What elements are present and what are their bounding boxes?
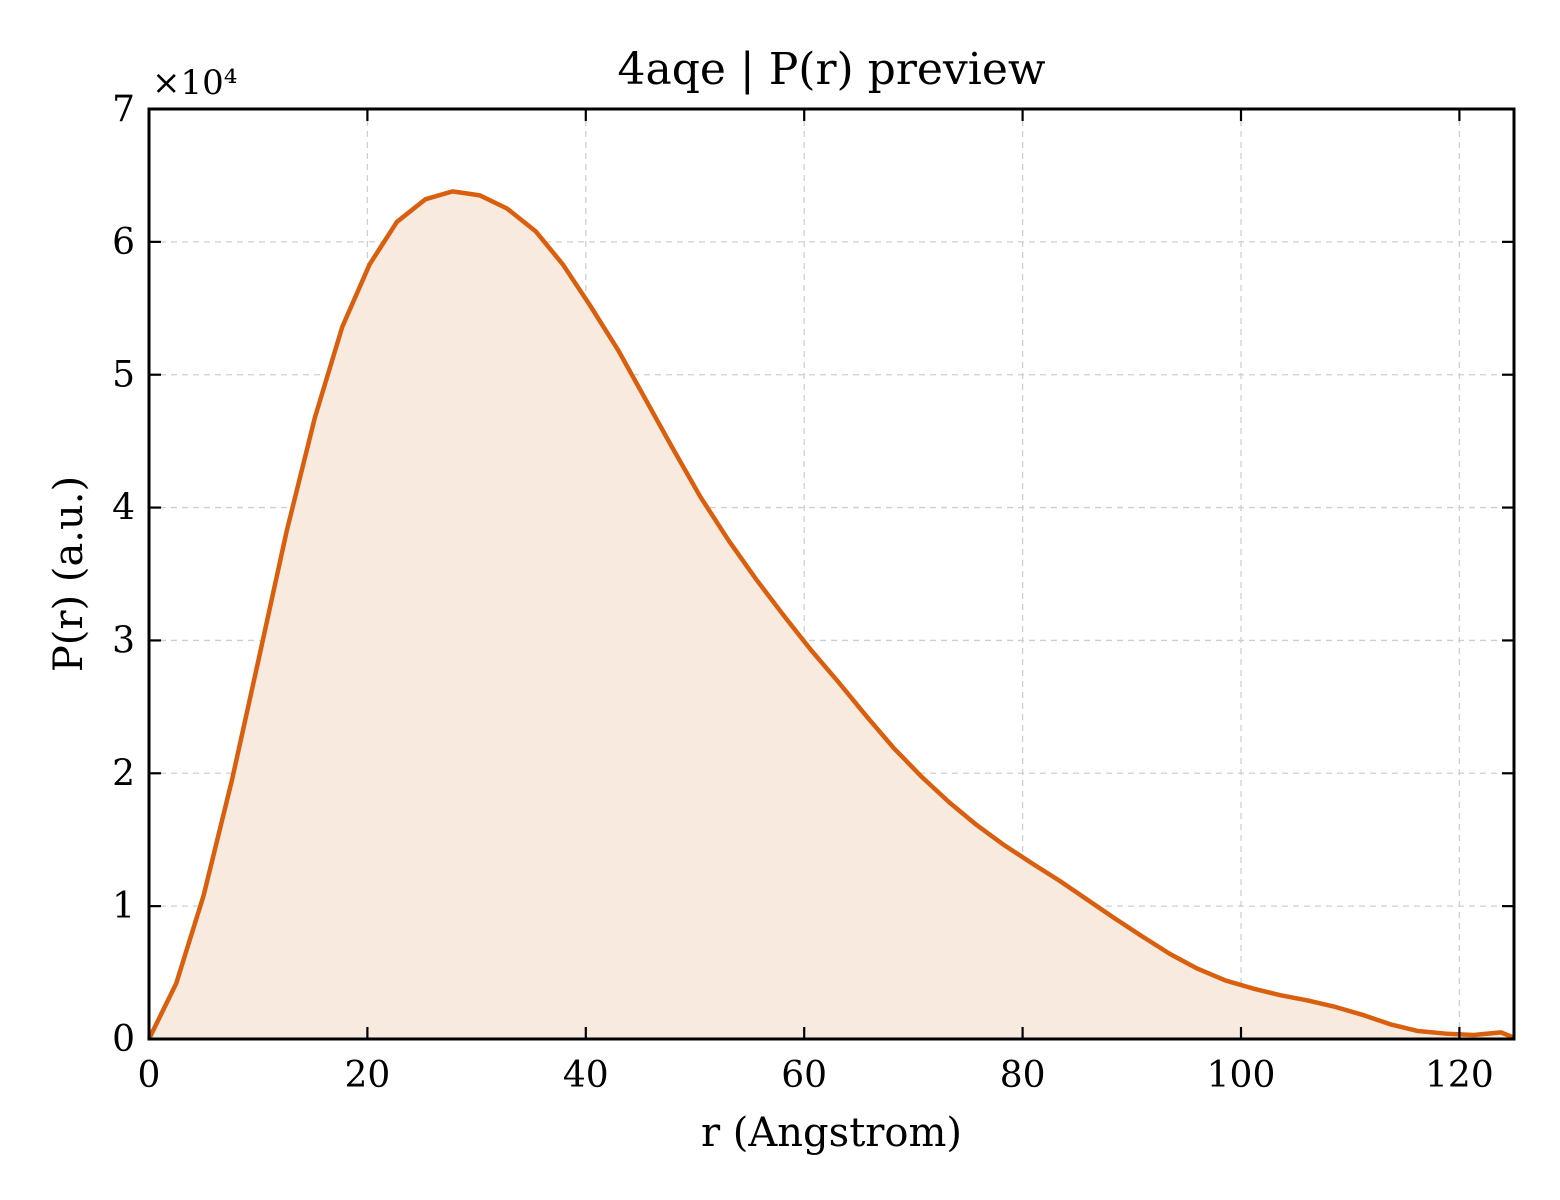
pr-series-line	[146, 189, 1515, 1040]
y-axis-label: P(r) (a.u.)	[46, 476, 92, 672]
y-tick-label: 0	[112, 1019, 135, 1060]
y-tick-label: 4	[112, 488, 135, 529]
x-tick-label: 60	[781, 1055, 827, 1096]
y-tick-label: 7	[112, 89, 135, 130]
y-tick-label: 6	[112, 222, 135, 263]
y-tick-label: 2	[112, 753, 135, 794]
x-tick-label: 80	[1000, 1055, 1046, 1096]
x-axis-label: r (Angstrom)	[701, 1110, 962, 1156]
x-tick-label: 120	[1425, 1055, 1494, 1096]
pr-area-fill	[149, 191, 1514, 1039]
y-scale-multiplier: ×10⁴	[152, 63, 237, 103]
chart-title: 4aqe | P(r) preview	[617, 44, 1045, 95]
x-tick-label: 20	[344, 1055, 390, 1096]
x-tick-label: 0	[138, 1055, 161, 1096]
y-tick-label: 3	[112, 620, 135, 661]
x-tick-label: 100	[1207, 1055, 1276, 1096]
y-tick-label: 5	[112, 355, 135, 396]
x-tick-label: 40	[563, 1055, 609, 1096]
axis-ticks: 0 20 40 60 80 100 120 0 1 2 3 4 5 6 7	[112, 89, 1514, 1096]
plot-frame	[147, 107, 1516, 1041]
y-tick-label: 1	[112, 886, 135, 927]
